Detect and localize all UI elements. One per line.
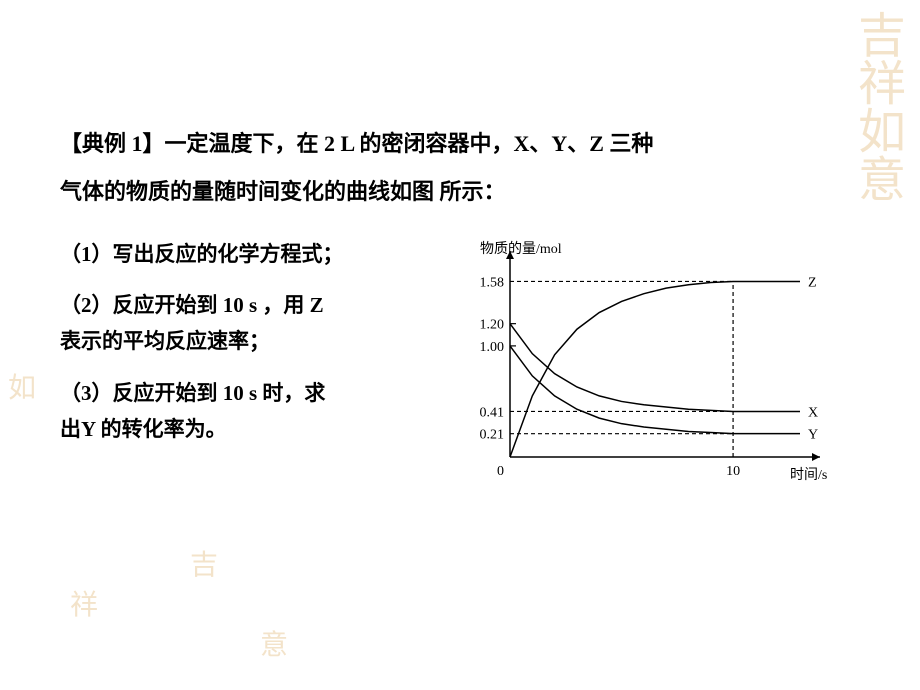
question-1: （1）写出反应的化学方程式； bbox=[60, 237, 430, 273]
chart-container: 物质的量/mol 时间/s 1.58 1.20 1.00 0.41 0.21 0 10 Z XY bbox=[440, 237, 880, 497]
svg-text:Y: Y bbox=[808, 427, 818, 442]
svg-text:1.00: 1.00 bbox=[480, 340, 505, 355]
statement-line-1: 一定温度下，在 2 L 的密闭容器中，X、Y、Z 三种 bbox=[165, 131, 654, 156]
svg-text:0.21: 0.21 bbox=[480, 427, 505, 442]
watermark-seal: 意 bbox=[260, 632, 288, 660]
concentration-chart: 物质的量/mol 时间/s 1.58 1.20 1.00 0.41 0.21 0 10 Z XY bbox=[440, 237, 860, 497]
svg-text:时间/s: 时间/s bbox=[790, 467, 827, 483]
example-label: 【典例 1】 bbox=[60, 131, 165, 156]
question-2: （2）反应开始到 10 s ，用 Z 表示的平均反应速率； bbox=[60, 288, 430, 359]
svg-text:1.58: 1.58 bbox=[480, 275, 505, 290]
svg-text:1.20: 1.20 bbox=[480, 317, 505, 332]
watermark-seal: 吉 bbox=[190, 552, 218, 580]
questions-list: （1）写出反应的化学方程式； （2）反应开始到 10 s ，用 Z 表示的平均反… bbox=[60, 237, 430, 497]
questions-and-chart: （1）写出反应的化学方程式； （2）反应开始到 10 s ，用 Z 表示的平均反… bbox=[60, 237, 880, 497]
svg-text:0: 0 bbox=[497, 464, 504, 479]
statement-line-2: 气体的物质的量随时间变化的曲线如图 所示： bbox=[60, 179, 506, 204]
svg-text:10: 10 bbox=[726, 464, 740, 479]
svg-text:0.41: 0.41 bbox=[480, 405, 505, 420]
watermark-seal: 祥 bbox=[70, 592, 98, 620]
svg-text:Z: Z bbox=[808, 275, 817, 290]
question-3: （3）反应开始到 10 s 时，求 出Y 的转化率为。 bbox=[60, 376, 430, 447]
svg-text:物质的量/mol: 物质的量/mol bbox=[480, 241, 562, 257]
svg-text:X: X bbox=[808, 405, 818, 420]
watermark-seal: 如 bbox=[8, 375, 36, 403]
slide-content: 【典例 1】一定温度下，在 2 L 的密闭容器中，X、Y、Z 三种 气体的物质的… bbox=[60, 120, 880, 497]
problem-statement: 【典例 1】一定温度下，在 2 L 的密闭容器中，X、Y、Z 三种 气体的物质的… bbox=[60, 120, 880, 217]
